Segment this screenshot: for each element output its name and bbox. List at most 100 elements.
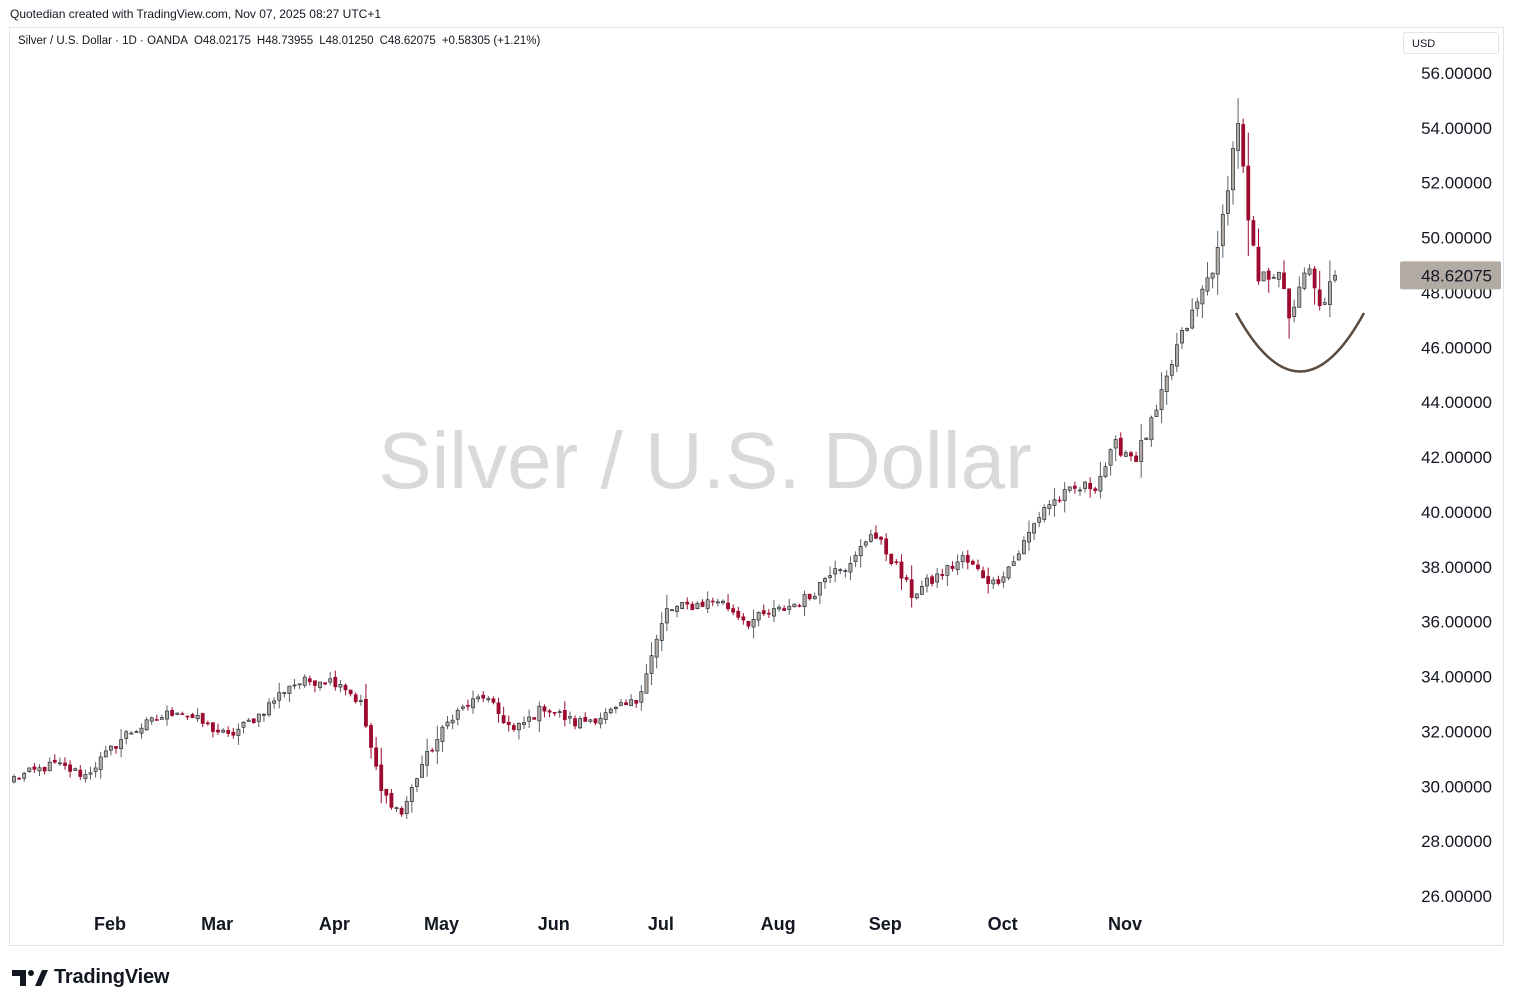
candle	[639, 685, 644, 711]
candle	[1103, 462, 1108, 479]
candle	[42, 766, 47, 775]
candle-up-body	[751, 619, 756, 628]
candle-up-body	[338, 684, 343, 688]
candle-up-body	[1108, 449, 1113, 466]
candle	[307, 675, 312, 686]
candle-down-body	[930, 576, 934, 584]
candle-down-body	[542, 706, 547, 712]
candle-up-body	[435, 739, 440, 752]
candle-up-body	[1011, 561, 1016, 566]
candle	[976, 559, 980, 571]
candle-up-body	[619, 702, 623, 706]
candle-down-body	[369, 725, 373, 748]
candle-up-body	[649, 655, 654, 674]
candle-up-body	[777, 606, 781, 610]
y-tick-label: 54.00000	[1421, 119, 1492, 138]
candle-down-body	[562, 709, 567, 721]
candle	[935, 567, 940, 589]
candle	[909, 565, 914, 608]
candle-up-body	[486, 698, 491, 701]
candle-up-body	[664, 608, 669, 624]
candle	[1297, 276, 1302, 308]
candle	[506, 715, 511, 732]
legend-symbol[interactable]: Silver / U.S. Dollar · 1D · OANDA	[18, 35, 188, 47]
candle-up-body	[246, 719, 251, 722]
candle-down-body	[940, 574, 945, 576]
candle	[884, 533, 889, 562]
candle-up-body	[1123, 452, 1128, 457]
symbol-legend: Silver / U.S. Dollar · 1D · OANDA O48.021…	[18, 35, 546, 47]
candle-down-body	[1251, 220, 1256, 246]
candle	[318, 681, 322, 691]
candle-down-body	[68, 764, 73, 772]
candle-down-body	[996, 579, 1001, 584]
candle	[598, 712, 603, 729]
candle	[1016, 550, 1021, 561]
candle	[83, 769, 88, 783]
candle	[1185, 327, 1189, 332]
candle	[1042, 504, 1047, 523]
candle-up-body	[139, 727, 144, 734]
candle-down-body	[889, 553, 894, 564]
candle-up-body	[267, 702, 271, 716]
candle	[1037, 511, 1042, 528]
candle	[32, 762, 37, 773]
candle-down-body	[766, 612, 771, 615]
candle	[838, 568, 843, 575]
candle-up-body	[1292, 306, 1297, 317]
candle	[1047, 500, 1052, 516]
candle-up-body	[160, 717, 164, 720]
candle	[782, 605, 787, 612]
candle	[455, 707, 460, 726]
candle	[828, 566, 832, 584]
candle	[384, 788, 389, 804]
candle	[496, 697, 501, 723]
candle-down-body	[700, 601, 705, 607]
candle	[1317, 270, 1322, 311]
candle	[297, 683, 302, 690]
candle-up-body	[1006, 566, 1011, 579]
candle-up-body	[88, 772, 93, 775]
candle	[180, 711, 185, 715]
candle	[522, 716, 526, 729]
candle-up-body	[450, 719, 455, 724]
candle-up-body	[272, 700, 277, 704]
x-tick-label: Feb	[94, 914, 126, 934]
candle-down-body	[491, 698, 496, 703]
candle	[1307, 264, 1312, 277]
candle-up-body	[1261, 271, 1266, 282]
candle	[481, 691, 486, 703]
candle-up-body	[287, 685, 292, 694]
price-axis: 56.0000054.0000052.0000050.0000048.00000…	[1421, 64, 1492, 906]
candle-up-body	[715, 601, 720, 604]
candle	[624, 699, 628, 706]
candle-up-body	[1322, 302, 1327, 305]
candle-up-body	[1210, 272, 1215, 279]
chart-watermark: Silver / U.S. Dollar	[378, 416, 1031, 505]
candle	[573, 715, 577, 730]
candle-up-body	[955, 561, 960, 571]
candle-down-body	[552, 712, 557, 714]
candle-down-body	[399, 807, 404, 815]
candle-down-body	[797, 605, 802, 607]
candle	[404, 796, 409, 820]
candle	[588, 718, 593, 724]
candle-down-body	[348, 689, 353, 695]
tradingview-brand[interactable]: TradingView	[12, 966, 169, 989]
candle-down-body	[211, 722, 215, 732]
rounded-bottom-arc[interactable]	[1234, 312, 1366, 373]
candle	[1169, 359, 1174, 381]
candle	[236, 723, 241, 745]
candle-up-body	[721, 600, 725, 604]
candle	[460, 704, 465, 712]
currency-selector[interactable]: USD	[1403, 32, 1499, 54]
candle-up-body	[675, 606, 679, 612]
candle-down-body	[114, 746, 118, 749]
candle	[756, 611, 761, 627]
candle-down-body	[807, 593, 812, 600]
candle	[256, 713, 261, 728]
candle-up-body	[328, 678, 333, 683]
candle	[981, 566, 985, 579]
y-tick-label: 42.00000	[1421, 448, 1492, 467]
